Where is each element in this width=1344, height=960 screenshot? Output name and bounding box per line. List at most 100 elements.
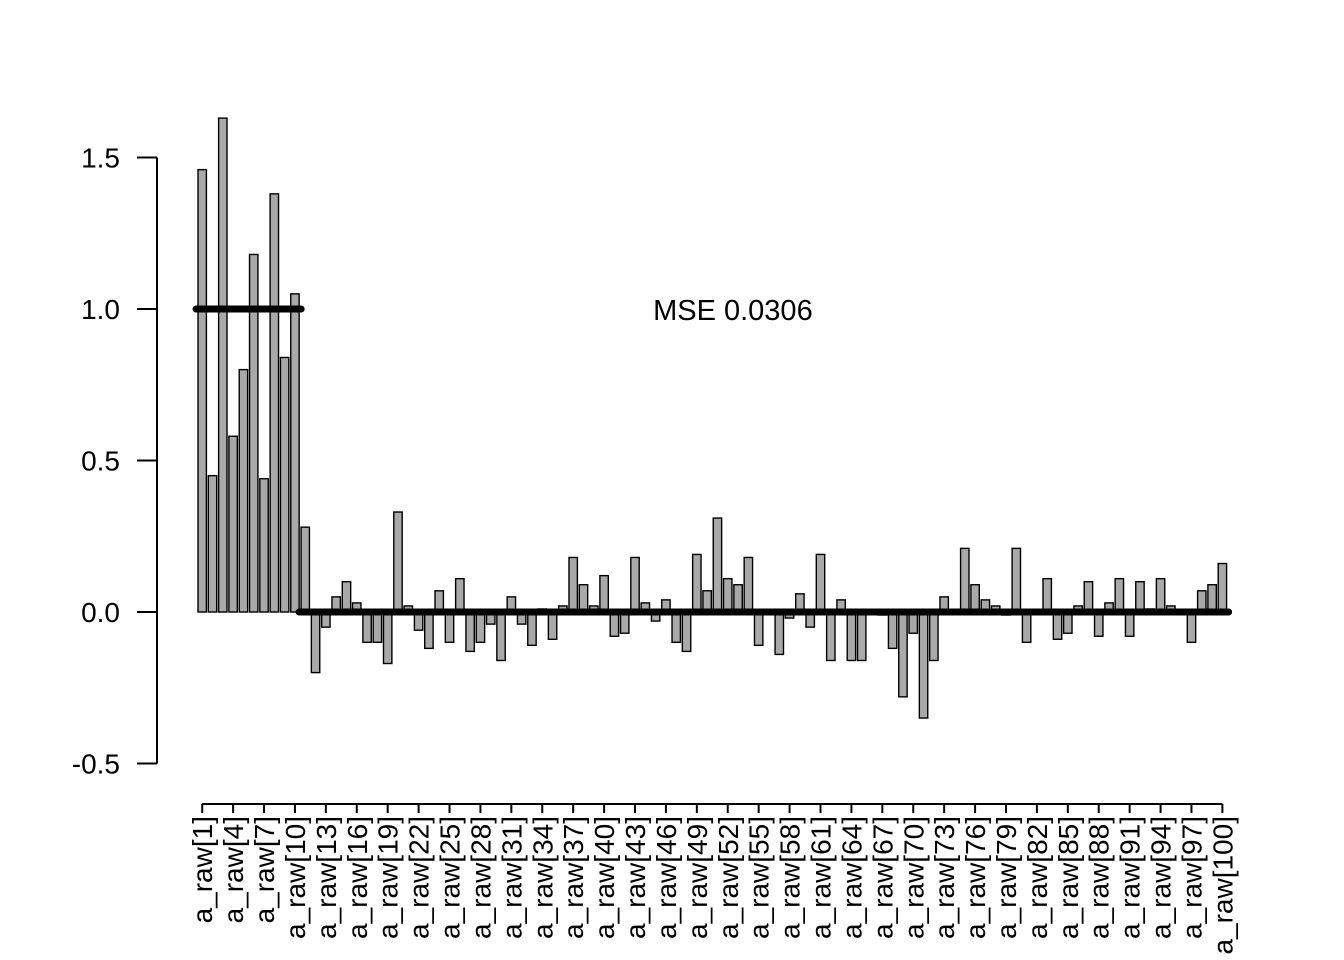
x-tick-label: a_raw[40] [589,816,620,939]
bar [527,611,537,647]
bar [547,611,558,640]
x-tick-label: a_raw[64] [836,816,867,939]
bar [887,611,898,650]
bar [928,611,939,662]
x-tick-label: a_raw[19] [373,816,404,939]
bar [815,553,826,613]
bar [774,611,785,656]
bar [1135,581,1145,613]
x-tick-label: a_raw[49] [682,816,713,939]
x-tick-label: a_raw[70] [898,816,929,939]
bar [300,526,311,613]
y-tick-label: -0.5 [72,749,120,780]
x-tick-label: a_raw[43] [620,816,651,939]
x-tick-label: a_raw[10] [280,816,311,939]
x-tick-label: a_raw[94] [1146,816,1177,939]
annotations-layer: MSE 0.0306 [653,295,813,327]
x-tick-label: a_raw[58] [775,816,806,939]
x-tick-label: a_raw[4] [218,816,249,923]
bar [279,356,290,613]
bar [269,193,280,613]
bar [197,168,208,613]
bar [712,517,723,613]
bar [454,577,465,613]
x-tick-label: a_raw[88] [1084,816,1115,939]
bar [1217,562,1228,613]
x-tick-label: a_raw[61] [806,816,837,939]
bar [918,611,929,719]
bar [578,584,589,613]
bar [1114,577,1125,613]
bar [259,477,269,613]
bar [341,581,352,613]
bar [970,584,980,613]
bar [248,253,259,613]
x-tick-label: a_raw[55] [744,816,775,939]
x-tick-label: a_raw[31] [496,816,527,939]
bar [290,293,300,613]
bar [228,435,239,613]
y-tick-label: 0.0 [81,597,120,628]
bar [382,611,393,665]
bar [1207,584,1217,613]
bar [207,474,218,613]
x-tick-label: a_raw[37] [558,816,589,939]
x-tick-label: a_raw[7] [249,816,280,923]
bar [681,611,692,653]
y-tick-label: 1.0 [81,294,120,325]
bar [825,611,836,662]
bar [310,611,321,674]
bar [630,556,640,613]
x-tick-label: a_raw[13] [311,816,342,939]
bar [846,611,857,662]
y-axis: -0.5 0.0 0.5 1.0 1.5 [72,143,158,780]
bar [424,611,434,650]
bar [609,611,620,637]
bar [856,611,867,662]
bar [1124,611,1135,637]
bar [959,547,970,613]
x-tick-label: a_raw[28] [465,816,496,939]
bar [691,553,702,613]
bar [1186,611,1197,643]
x-tick-label: a_raw[16] [342,816,373,939]
bar [898,611,908,698]
bar [217,117,228,613]
bar [1093,611,1104,637]
bar [733,584,743,613]
x-tick-label: a_raw[52] [713,816,744,939]
x-tick-label: a_raw[79] [991,816,1022,939]
bar [1042,577,1053,613]
bar [238,368,249,613]
bars-layer [197,117,1228,719]
bar [671,611,682,643]
bar [568,556,579,613]
x-tick-label: a_raw[91] [1115,816,1146,939]
truth-lines-layer [192,305,1233,616]
x-tick-label: a_raw[1] [187,816,218,923]
x-axis: a_raw[1] a_raw[4] a_raw[7] a_raw[10] a_raw[1… [187,803,1238,955]
bar [1155,577,1166,613]
mse-annotation: MSE 0.0306 [653,295,813,327]
x-tick-label: a_raw[76] [960,816,991,939]
x-tick-label: a_raw[67] [867,816,898,939]
bar [743,556,754,613]
x-tick-label: a_raw[100] [1207,816,1238,955]
x-tick-label: a_raw[46] [651,816,682,939]
bar [1021,611,1032,643]
x-tick-label: a_raw[85] [1053,816,1084,939]
bar [372,611,383,643]
x-tick-label: a_raw[34] [527,816,558,939]
y-tick-label: 0.5 [81,446,120,477]
bar [599,574,609,613]
bar [722,577,733,613]
bar [753,611,764,647]
x-tick-label: a_raw[73] [929,816,960,939]
y-tick-label: 1.5 [81,143,120,174]
bar [393,511,403,613]
bar [465,611,476,653]
bar [444,611,455,643]
x-tick-label: a_raw[22] [404,816,435,939]
bar [1083,581,1094,613]
